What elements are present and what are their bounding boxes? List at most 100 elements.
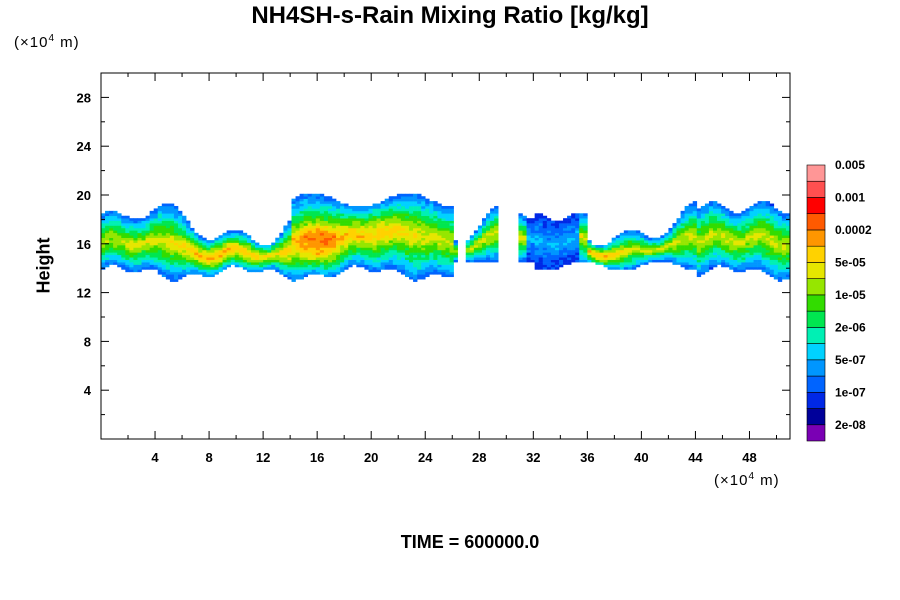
field-cell — [206, 257, 211, 260]
field-cell — [368, 213, 373, 217]
field-cell — [392, 230, 398, 234]
field-cell — [368, 259, 373, 263]
field-cell — [563, 223, 568, 226]
field-cell — [769, 266, 775, 270]
field-cell — [149, 249, 154, 253]
field-cell — [169, 262, 175, 265]
field-cell — [263, 257, 268, 260]
field-cell — [494, 237, 499, 241]
field-cell — [409, 240, 414, 243]
field-cell — [380, 259, 386, 263]
field-cell — [526, 257, 531, 260]
field-cell — [741, 235, 746, 238]
field-cell — [563, 245, 568, 248]
field-cell — [404, 271, 410, 275]
field-cell — [392, 227, 398, 231]
field-cell — [202, 240, 207, 243]
field-cell — [319, 213, 325, 217]
field-cell — [186, 245, 191, 248]
field-cell — [409, 220, 414, 224]
field-cell — [182, 247, 187, 251]
field-cell — [283, 274, 288, 278]
field-cell — [445, 242, 450, 246]
field-cell — [348, 208, 353, 212]
field-cell — [611, 259, 617, 263]
field-cell — [133, 257, 138, 260]
field-cell — [404, 201, 410, 204]
field-cell — [295, 274, 300, 278]
field-cell — [421, 276, 426, 280]
field-cell — [137, 223, 142, 226]
field-cell — [117, 235, 122, 238]
field-cell — [121, 218, 126, 221]
field-cell — [323, 262, 329, 265]
field-cell — [125, 252, 130, 256]
field-cell — [323, 242, 329, 246]
field-cell — [417, 249, 422, 253]
field-cell — [579, 213, 584, 217]
field-cell — [591, 247, 596, 251]
field-cell — [194, 269, 199, 273]
field-cell — [575, 225, 580, 229]
field-cell — [133, 252, 138, 256]
field-cell — [676, 220, 681, 224]
field-cell — [550, 262, 556, 265]
field-cell — [635, 242, 641, 246]
field-cell — [246, 237, 252, 241]
field-cell — [437, 230, 442, 234]
field-cell — [348, 223, 353, 226]
field-cell — [761, 252, 766, 256]
field-cell — [279, 271, 284, 275]
field-cell — [737, 227, 742, 231]
field-cell — [409, 271, 414, 275]
field-cell — [721, 252, 726, 256]
field-cell — [623, 230, 629, 234]
field-cell — [765, 220, 771, 224]
field-cell — [141, 227, 146, 231]
field-cell — [230, 259, 236, 263]
field-cell — [409, 235, 414, 238]
field-cell — [558, 237, 564, 241]
field-cell — [105, 215, 110, 219]
field-cell — [352, 242, 357, 246]
field-cell — [190, 245, 195, 248]
field-cell — [327, 257, 333, 260]
field-cell — [250, 240, 256, 243]
field-cell — [356, 213, 361, 217]
field-cell — [246, 257, 252, 260]
field-cell — [169, 276, 175, 280]
field-cell — [396, 215, 402, 219]
field-cell — [396, 225, 402, 229]
field-cell — [550, 259, 556, 263]
field-cell — [546, 235, 552, 238]
field-cell — [749, 220, 754, 224]
field-cell — [725, 218, 730, 221]
field-cell — [173, 249, 179, 253]
field-cell — [404, 237, 410, 241]
x-tick-label: 36 — [580, 450, 594, 465]
field-cell — [303, 193, 308, 197]
field-cell — [441, 274, 446, 278]
field-cell — [603, 249, 608, 253]
field-cell — [494, 259, 499, 263]
field-cell — [133, 242, 138, 246]
field-cell — [392, 247, 398, 251]
field-cell — [773, 271, 779, 275]
field-cell — [417, 220, 422, 224]
field-cell — [530, 242, 535, 246]
field-cell — [117, 223, 122, 226]
field-cell — [453, 254, 458, 258]
field-cell — [704, 225, 710, 229]
field-cell — [441, 205, 446, 209]
field-cell — [672, 247, 677, 251]
field-cell — [404, 220, 410, 224]
field-cell — [429, 245, 434, 248]
field-cell — [761, 254, 766, 258]
field-cell — [554, 240, 560, 243]
field-cell — [745, 230, 750, 234]
field-cell — [534, 264, 540, 268]
field-cell — [708, 235, 714, 238]
field-cell — [737, 225, 742, 229]
field-cell — [538, 254, 544, 258]
field-cell — [518, 235, 523, 238]
